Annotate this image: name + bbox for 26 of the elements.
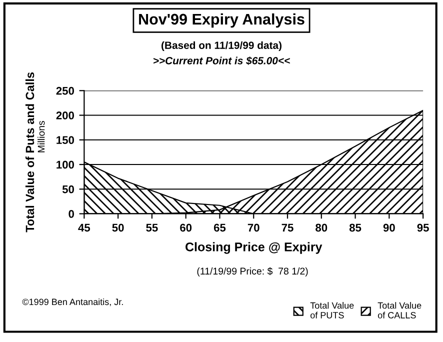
- chart-title: Nov'99 Expiry Analysis: [139, 13, 304, 28]
- x-tick-label: 65: [214, 224, 226, 232]
- text: Millions: [38, 120, 45, 152]
- x-tick-label: 75: [282, 224, 294, 232]
- legend-label: Total Value of CALLS: [378, 302, 422, 318]
- y-tick-label: 200: [56, 112, 74, 120]
- x-tick-label: 70: [248, 224, 260, 232]
- x-tick-label: 50: [112, 224, 124, 232]
- y-tick-label: 250: [56, 86, 74, 95]
- x-tick-label: 90: [383, 224, 395, 232]
- x-tick-label: 95: [417, 224, 429, 232]
- x-tick-label: 60: [180, 224, 192, 232]
- y-axis-title: Total Value of Puts and Calls: [25, 72, 34, 232]
- x-tick-label: 45: [78, 224, 90, 232]
- y-tick-label: 0: [68, 210, 74, 218]
- x-tick-label: 80: [316, 224, 328, 232]
- x-axis-title: Closing Price @ Expiry: [186, 242, 322, 254]
- legend-label: Total Value of PUTS: [310, 302, 354, 318]
- y-tick-label: 100: [56, 160, 74, 169]
- text: ©1999 Ben Antanaitis, Jr.: [22, 298, 123, 306]
- y-tick-label: 150: [56, 136, 74, 144]
- x-tick-label: 85: [349, 224, 362, 232]
- y-tick-label: 50: [62, 185, 74, 194]
- chart-subtitle: (Based on 11/19/99 data) >>Current Point is $65.00<<: [154, 41, 290, 66]
- text: (11/19/99 Price: $ 78 1/2): [197, 267, 308, 276]
- x-tick-label: 55: [146, 224, 158, 232]
